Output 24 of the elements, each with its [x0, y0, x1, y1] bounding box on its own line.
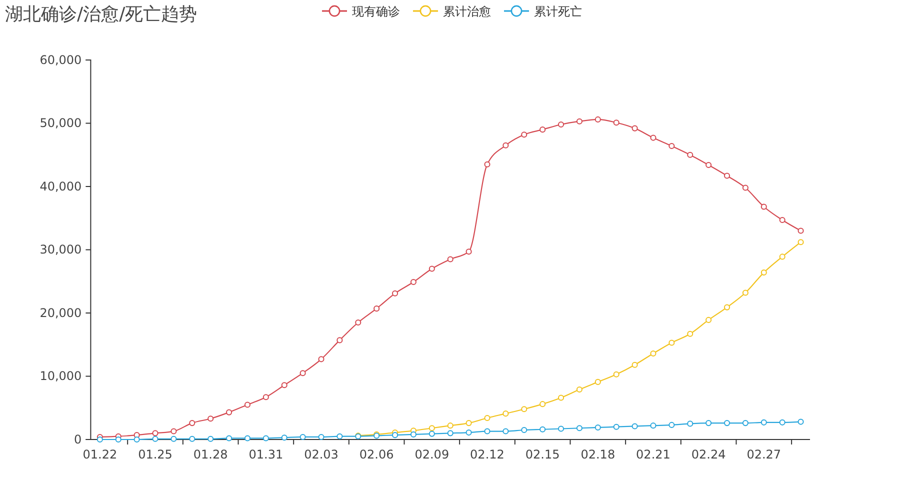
x-tick-label: 02.21 [636, 448, 670, 462]
x-tick-label: 02.27 [746, 448, 782, 462]
y-tick-label: 0 [74, 432, 82, 446]
legend-label: 现有确诊 [352, 4, 400, 18]
legend-label: 累计治愈 [443, 4, 491, 18]
x-tick-label: 02.09 [414, 448, 450, 462]
x-tick-label: 02.15 [525, 448, 560, 462]
chart-title: 湖北确诊/治愈/死亡趋势 [5, 4, 198, 25]
x-tick-label: 01.25 [138, 448, 172, 462]
x-tick-label: 02.18 [580, 448, 616, 462]
x-tick-label: 02.24 [691, 448, 726, 462]
y-tick-label: 20,000 [40, 306, 82, 320]
y-tick-label: 30,000 [40, 242, 82, 257]
x-tick-label: 02.03 [304, 448, 338, 462]
x-tick-label: 01.31 [248, 448, 284, 462]
x-tick-label: 01.22 [82, 448, 118, 462]
y-tick-label: 40,000 [40, 179, 82, 194]
y-tick-label: 10,000 [40, 369, 82, 384]
x-tick-label: 02.06 [359, 448, 394, 462]
y-tick-label: 60,000 [40, 52, 82, 67]
x-tick-label: 01.28 [193, 448, 228, 462]
y-tick-label: 50,000 [40, 116, 82, 130]
legend-label: 累计死亡 [534, 4, 582, 18]
x-tick-label: 02.12 [470, 448, 504, 462]
